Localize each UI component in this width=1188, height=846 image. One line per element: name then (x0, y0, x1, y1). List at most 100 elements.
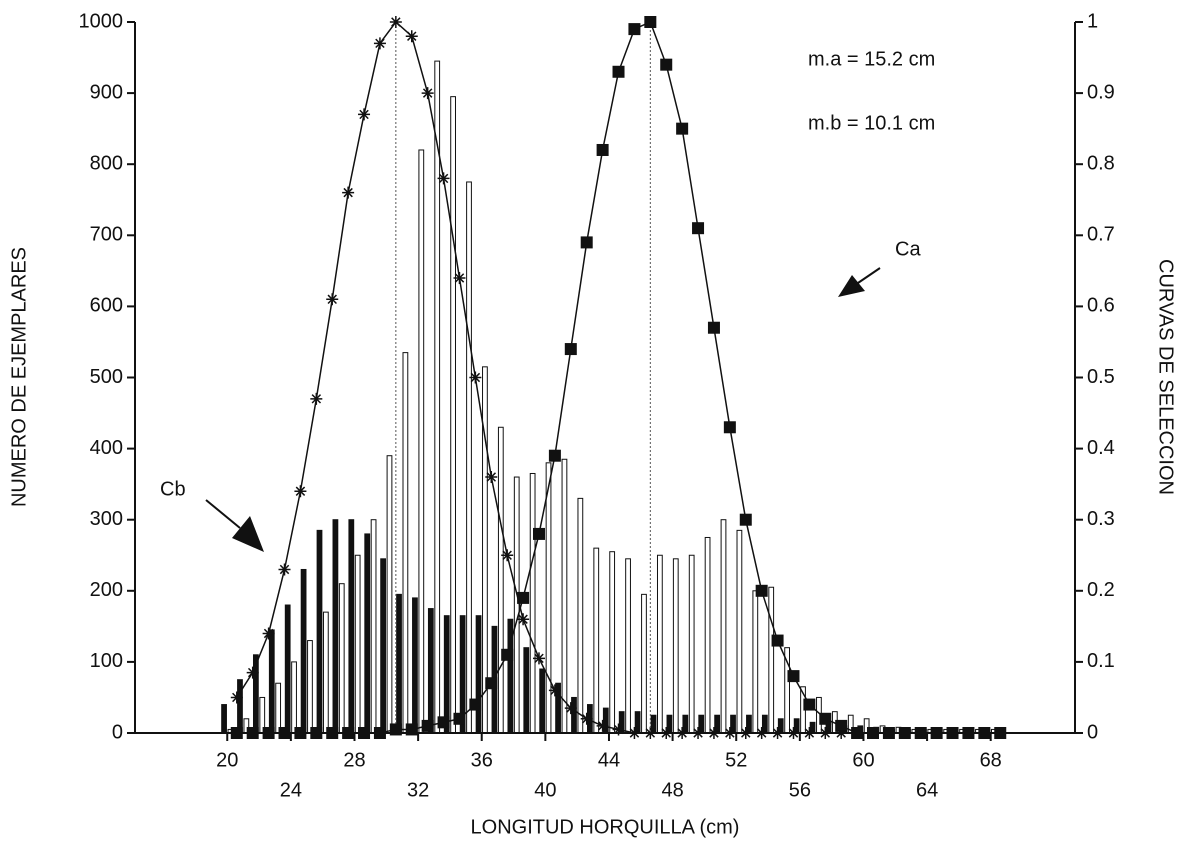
bar (338, 583, 345, 734)
marker (230, 691, 243, 704)
marker (580, 712, 593, 725)
marker (532, 527, 545, 540)
marker (453, 712, 466, 725)
marker (485, 677, 498, 690)
marker (739, 513, 752, 526)
bar (720, 519, 727, 734)
bar (450, 96, 456, 734)
marker (501, 648, 514, 661)
y-tick-label: 600 (90, 295, 123, 317)
marker (612, 723, 625, 736)
marker (676, 122, 689, 135)
bar (609, 551, 616, 734)
x-tick-label: 68 (980, 749, 1002, 771)
bar (237, 679, 243, 734)
marker (580, 236, 593, 249)
bar (768, 586, 775, 734)
y-tick-label: 0 (112, 721, 123, 743)
bar (736, 529, 743, 734)
bar (348, 519, 355, 734)
annotation: Ca (895, 238, 921, 260)
y-tick-label: 1000 (79, 10, 124, 32)
arrow (205, 267, 881, 552)
marker (628, 23, 641, 36)
bar (434, 60, 441, 734)
bar (539, 668, 546, 734)
marker (755, 584, 768, 597)
x-tick-label: 60 (852, 749, 874, 771)
bar (497, 426, 504, 734)
marker (373, 37, 386, 50)
marker (707, 321, 720, 334)
y2-tick-label: 0 (1087, 721, 1098, 743)
y-tick-label: 900 (90, 81, 123, 103)
marker (532, 652, 545, 665)
marker (278, 563, 291, 576)
bar (513, 476, 520, 734)
bar (752, 590, 759, 734)
y-tick-label: 800 (90, 152, 123, 174)
x-tick-label: 48 (661, 779, 683, 801)
y-tick-label: 200 (90, 579, 123, 601)
x-tick-label: 28 (343, 749, 365, 771)
marker (310, 392, 323, 405)
y-tick-label: 400 (90, 437, 123, 459)
marker (819, 712, 832, 725)
bar (625, 558, 631, 734)
y2-axis-label: CURVAS DE SELECCION (1155, 259, 1177, 495)
bar (354, 554, 361, 734)
bar (291, 661, 297, 734)
marker (787, 670, 800, 683)
bar (656, 554, 663, 734)
bar (402, 352, 409, 734)
x-tick-label: 40 (534, 779, 556, 801)
bar (307, 640, 313, 734)
bar (380, 558, 387, 734)
bar (418, 149, 425, 734)
x-tick-label: 44 (598, 749, 620, 771)
bar (523, 647, 530, 734)
bar (571, 696, 577, 734)
bar (221, 704, 227, 734)
bar (688, 554, 695, 734)
y2-tick-label: 0.2 (1087, 579, 1115, 601)
bar (561, 458, 568, 734)
x-tick-label: 52 (725, 749, 747, 771)
bar (268, 629, 275, 734)
bar (322, 611, 329, 734)
x-tick-label: 20 (216, 749, 238, 771)
marker (501, 549, 514, 562)
marker (246, 666, 259, 679)
marker (660, 58, 673, 71)
marker (596, 719, 609, 732)
x-tick-label: 36 (471, 749, 493, 771)
annotation: Cb (160, 478, 186, 500)
marker (835, 719, 848, 732)
marker (548, 684, 561, 697)
bar (593, 547, 600, 734)
bar (300, 568, 307, 734)
bar (475, 615, 482, 734)
bar (316, 529, 323, 734)
y-axis-label: NUMERO DE EJEMPLARES (8, 247, 30, 507)
x-tick-label: 24 (280, 779, 302, 801)
marker (421, 87, 434, 100)
bar (284, 604, 291, 734)
marker (437, 172, 450, 185)
marker (803, 698, 816, 711)
y-tick-label: 100 (90, 650, 123, 672)
marker (548, 449, 561, 462)
y2-tick-label: 0.3 (1087, 508, 1115, 530)
bar (412, 597, 418, 734)
marker (437, 716, 450, 729)
y2-tick-label: 0.5 (1087, 366, 1115, 388)
marker (612, 65, 625, 78)
marker (405, 30, 418, 43)
bar (466, 181, 472, 734)
bar (427, 608, 434, 734)
marker (469, 698, 482, 711)
y-tick-label: 500 (90, 366, 123, 388)
marker (723, 421, 736, 434)
annotation: m.a = 15.2 cm (808, 48, 935, 70)
y2-tick-label: 0.4 (1087, 437, 1115, 459)
